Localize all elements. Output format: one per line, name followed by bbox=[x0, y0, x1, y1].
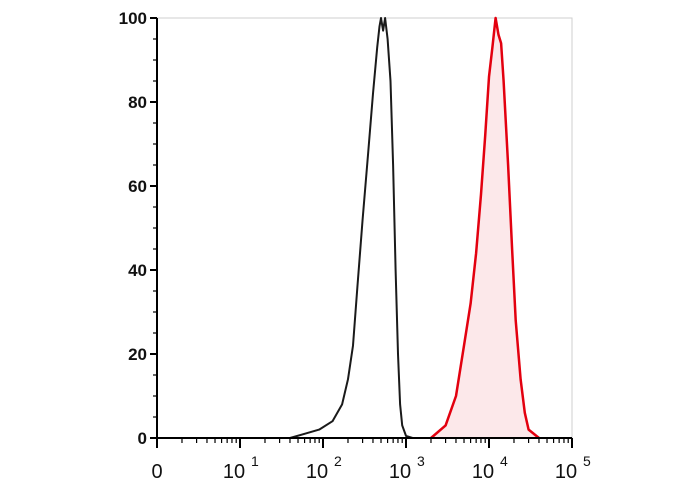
series-1-point bbox=[497, 34, 500, 36]
series-1-point bbox=[511, 248, 513, 250]
series-0-point bbox=[384, 17, 386, 19]
x-tick-base: 10 bbox=[223, 461, 245, 483]
series-1-point bbox=[480, 193, 482, 195]
series-1-point bbox=[520, 378, 522, 380]
x-tick-exponent: 3 bbox=[417, 453, 425, 469]
series-layer bbox=[289, 16, 540, 439]
series-0-point bbox=[347, 378, 349, 380]
series-1-point bbox=[484, 135, 486, 137]
series-1-point bbox=[470, 303, 472, 305]
series-1-point bbox=[507, 164, 509, 166]
y-tick-label: 100 bbox=[119, 9, 147, 28]
series-1-point bbox=[488, 76, 490, 78]
x-tick-exponent: 4 bbox=[500, 453, 508, 469]
series-0-point bbox=[380, 17, 382, 19]
series-1-point bbox=[500, 42, 502, 44]
series-0-point bbox=[405, 435, 407, 437]
series-1-area bbox=[431, 18, 539, 438]
series-0-point bbox=[401, 424, 403, 426]
y-tick-label: 40 bbox=[128, 261, 147, 280]
series-0-point bbox=[331, 420, 334, 422]
y-tick-label: 80 bbox=[128, 93, 147, 112]
series-0-point bbox=[395, 269, 397, 271]
series-0-point bbox=[341, 403, 343, 405]
series-0-point bbox=[352, 345, 354, 347]
x-axis-ticks: 0 10 1 10 2 10 3 10 4 10 5 bbox=[151, 438, 591, 483]
y-tick-label: 20 bbox=[128, 345, 147, 364]
series-1-point bbox=[503, 80, 505, 82]
series-0-point bbox=[318, 429, 320, 431]
series-0-point bbox=[387, 38, 389, 40]
y-tick-label: 60 bbox=[128, 177, 147, 196]
series-0-point bbox=[376, 46, 378, 49]
x-tick-exponent: 2 bbox=[334, 453, 342, 469]
x-tick-base: 10 bbox=[472, 461, 494, 483]
series-0-point bbox=[362, 219, 364, 221]
series-0-point bbox=[367, 151, 369, 153]
series-1-point bbox=[491, 46, 493, 49]
series-0-point bbox=[397, 353, 399, 355]
series-0-point bbox=[378, 25, 381, 27]
y-axis-ticks: 0 20 40 60 80 100 bbox=[119, 9, 157, 448]
series-0-point bbox=[304, 433, 306, 435]
x-tick-base: 10 bbox=[389, 461, 411, 483]
series-1-point bbox=[524, 412, 526, 414]
x-tick-base: 0 bbox=[151, 461, 162, 483]
series-1-point bbox=[463, 345, 465, 347]
x-tick-base: 10 bbox=[555, 461, 577, 483]
series-0-point bbox=[389, 80, 392, 82]
series-0-point bbox=[372, 93, 374, 95]
series-1-point bbox=[475, 252, 477, 254]
series-0-line bbox=[289, 17, 413, 439]
x-tick-exponent: 1 bbox=[251, 453, 259, 469]
x-tick-exponent: 5 bbox=[583, 453, 591, 469]
series-1-point bbox=[528, 429, 530, 431]
series-1-point bbox=[455, 395, 457, 397]
series-0-point bbox=[392, 164, 394, 166]
y-tick-label: 0 bbox=[138, 429, 147, 448]
series-1-point bbox=[495, 17, 497, 19]
series-1-point bbox=[445, 424, 447, 426]
series-0-point bbox=[356, 286, 358, 288]
x-tick-base: 10 bbox=[306, 461, 328, 483]
series-0-point bbox=[382, 30, 384, 32]
series-1-point bbox=[515, 319, 517, 321]
series-0-point bbox=[399, 403, 401, 405]
